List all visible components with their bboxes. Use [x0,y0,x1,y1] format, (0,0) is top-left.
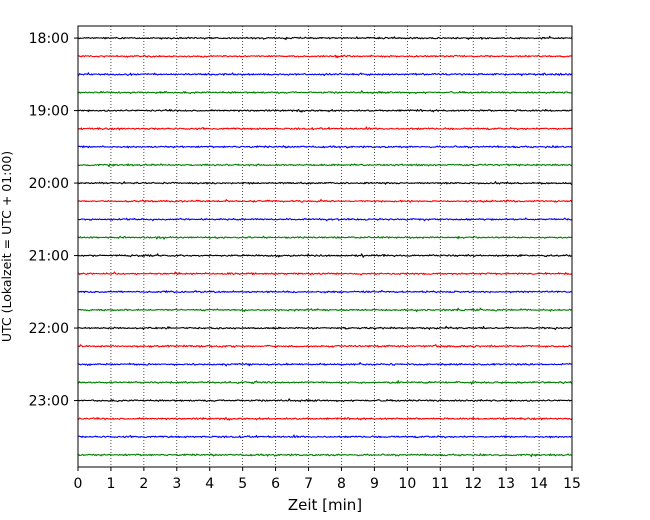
trace-2000 [77,181,573,185]
y-axis: 18:00 19:00 20:00 21:00 22:00 23:00 [29,31,78,410]
x-tick-label-8: 8 [337,476,346,492]
trace-2130 [77,289,573,294]
x-tick-label-5: 5 [238,476,247,492]
trace-1830 [77,72,573,77]
x-tick-label-14: 14 [530,476,548,492]
x-tick-label-15: 15 [563,476,581,492]
plot-frame [77,25,573,468]
x-axis: 0 1 2 3 4 5 6 7 8 9 10 11 12 13 14 15 [74,467,581,492]
trace-2345 [77,453,573,458]
trace-2230 [77,362,573,367]
x-tick-label-12: 12 [464,476,482,492]
trace-1900 [77,108,573,113]
trace-2045 [77,235,573,240]
trace-2245 [77,380,573,385]
trace-2115 [77,271,573,276]
x-tick-label-13: 13 [497,476,515,492]
trace-2200 [77,325,573,331]
x-tick-label-4: 4 [205,476,214,492]
trace-2145 [77,307,573,313]
traces-group [77,35,573,458]
trace-2100 [77,253,573,258]
trace-2030 [77,217,573,222]
y-tick-label-1800: 18:00 [29,31,69,47]
trace-1915 [77,126,573,131]
x-tick-label-10: 10 [398,476,416,492]
x-axis-label: Zeit [min] [288,496,362,514]
trace-1945 [77,163,573,168]
trace-1815 [77,54,573,59]
trace-2315 [77,416,573,421]
trace-1930 [77,145,573,149]
y-tick-label-2300: 23:00 [29,394,69,410]
x-tick-label-7: 7 [304,476,313,492]
x-tick-label-11: 11 [431,476,449,492]
y-tick-label-1900: 19:00 [29,104,69,120]
x-tick-label-0: 0 [74,476,83,492]
x-tick-label-6: 6 [271,476,280,492]
y-tick-label-2200: 22:00 [29,321,69,337]
y-axis-label: UTC (Lokalzeit = UTC + 01:00) [0,151,14,342]
y-tick-label-2000: 20:00 [29,176,69,192]
trace-2015 [77,198,573,203]
x-tick-label-9: 9 [370,476,379,492]
x-tick-label-3: 3 [172,476,181,492]
trace-1800 [77,35,573,41]
x-tick-label-2: 2 [139,476,148,492]
trace-2215 [77,344,573,348]
x-tick-label-1: 1 [106,476,115,492]
trace-1845 [77,90,573,95]
trace-2300 [77,398,573,403]
y-tick-label-2100: 21:00 [29,249,69,265]
trace-2330 [77,434,573,439]
